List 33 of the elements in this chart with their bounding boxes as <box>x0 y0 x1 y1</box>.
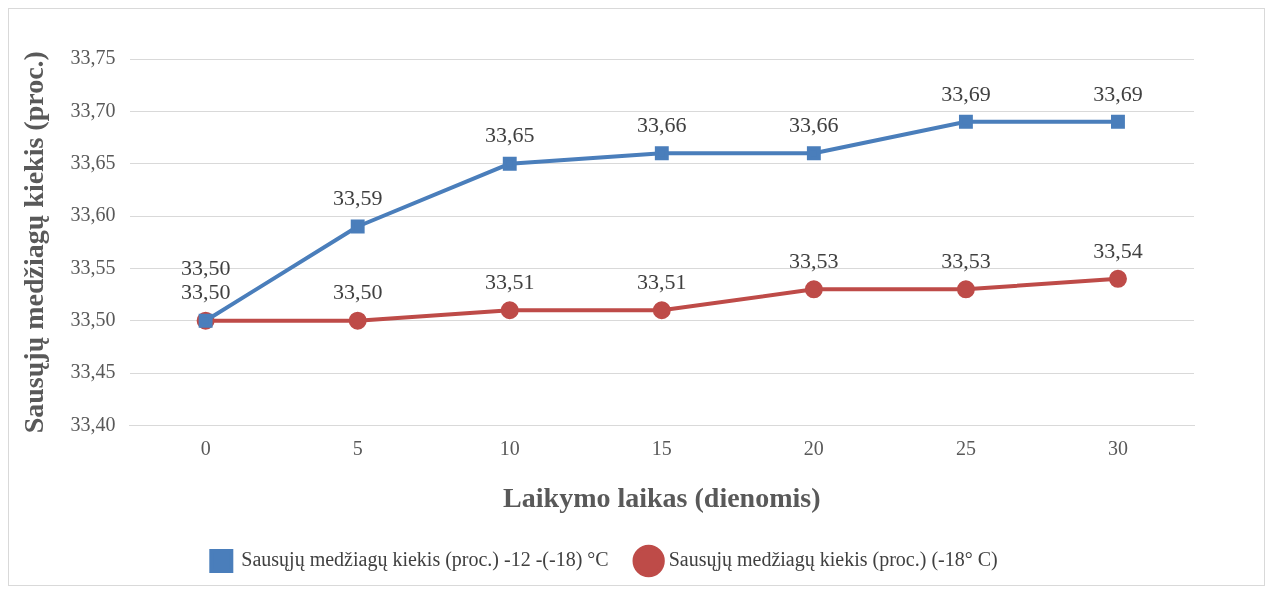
y-tick-label: 33,50 <box>70 307 116 330</box>
x-tick-label: 10 <box>499 436 520 459</box>
legend-label: Sausųjų medžiagų kiekis (proc.) (-18° C) <box>668 548 998 572</box>
x-tick-label: 20 <box>803 436 824 459</box>
data-label: 33,59 <box>332 185 383 211</box>
y-tick-label: 33,65 <box>70 150 116 173</box>
y-tick-label: 33,60 <box>70 203 116 226</box>
data-label: 33,69 <box>941 80 991 106</box>
data-label: 33,54 <box>1093 237 1143 263</box>
x-tick-label: 15 <box>651 436 672 459</box>
data-label: 33,66 <box>789 112 839 137</box>
data-label: 33,69 <box>1093 80 1143 106</box>
data-label: 33,53 <box>789 248 839 274</box>
y-tick-label: 33,75 <box>70 46 116 69</box>
x-axis-title: Laikymo laikas (dienomis) <box>503 482 821 514</box>
x-tick-label: 25 <box>955 436 976 459</box>
data-label: 33,53 <box>941 248 991 274</box>
x-tick-label: 0 <box>200 436 211 459</box>
data-label: 33,51 <box>484 269 535 295</box>
y-tick-label: 33,45 <box>70 360 116 383</box>
data-label: 33,50 <box>180 255 231 281</box>
y-tick-label: 33,70 <box>70 98 116 121</box>
x-tick-label: 30 <box>1107 436 1128 459</box>
y-axis-title: Sausųjų medžiagų kiekis (proc.) <box>18 51 50 434</box>
data-label: 33,65 <box>484 122 535 148</box>
y-tick-label: 33,40 <box>70 412 116 435</box>
x-tick-label: 5 <box>352 436 363 459</box>
data-label: 33,51 <box>637 269 687 295</box>
data-label: 33,50 <box>180 279 231 305</box>
legend-label: Sausųjų medžiagų kiekis (proc.) -12 -(-18) °C <box>241 548 609 572</box>
data-label: 33,66 <box>637 112 687 137</box>
data-label: 33,50 <box>332 279 383 305</box>
y-tick-label: 33,55 <box>70 255 116 278</box>
